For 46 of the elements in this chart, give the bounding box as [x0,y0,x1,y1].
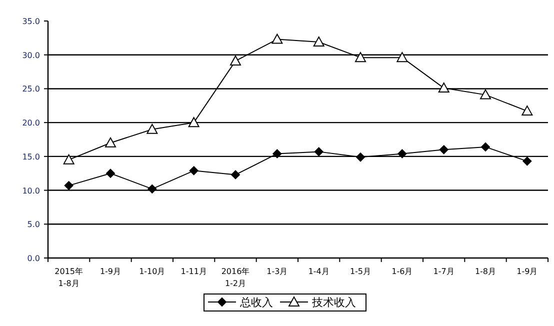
point [105,137,116,148]
x-tick-label: 1-10月 [139,267,166,276]
x-tick-label: 1-11月 [180,267,207,276]
y-tick-label: 30.0 [22,50,40,60]
point [396,52,408,62]
x-tick-label: 2016年 1-2月 [221,267,250,288]
point [313,36,324,46]
y-tick-label: 35.0 [22,17,40,26]
point [189,166,198,176]
x-tick-label: 1-3月 [266,267,288,276]
y-tick-label: 20.0 [22,118,40,128]
point [481,142,490,152]
point [398,149,407,158]
point [230,55,241,66]
x-tick-label: 1-8月 [474,267,496,276]
point [480,89,491,100]
point [106,168,115,178]
x-tick-label: 1-9月 [100,267,122,276]
point [314,147,324,156]
point [438,82,450,93]
x-tick-label: 1-9月 [516,267,538,276]
y-tick-label: 15.0 [22,152,40,162]
point [146,124,158,134]
point [356,152,365,162]
point [522,106,533,116]
point [272,34,283,44]
x-tick-label: 1-7月 [433,267,454,276]
y-tick-label: 10.0 [22,186,40,196]
y-tick-label: 25.0 [22,84,40,94]
point [188,117,200,128]
point [63,154,74,164]
point [231,170,240,180]
y-tick-label: 5.0 [27,220,40,230]
x-tick-label: 2015年 1-8月 [54,267,84,288]
y-tick-label: 0.0 [27,254,40,263]
point [148,184,157,194]
x-tick-label: 1-6月 [392,267,413,276]
point [439,145,448,154]
legend-label: 技术收入 [311,296,356,309]
point [522,156,532,166]
x-tick-label: 1-5月 [350,267,372,276]
point [272,149,282,158]
x-tick-label: 1-4月 [308,267,330,276]
legend-label: 总收入 [239,296,273,309]
point [64,181,74,190]
point [355,52,366,62]
